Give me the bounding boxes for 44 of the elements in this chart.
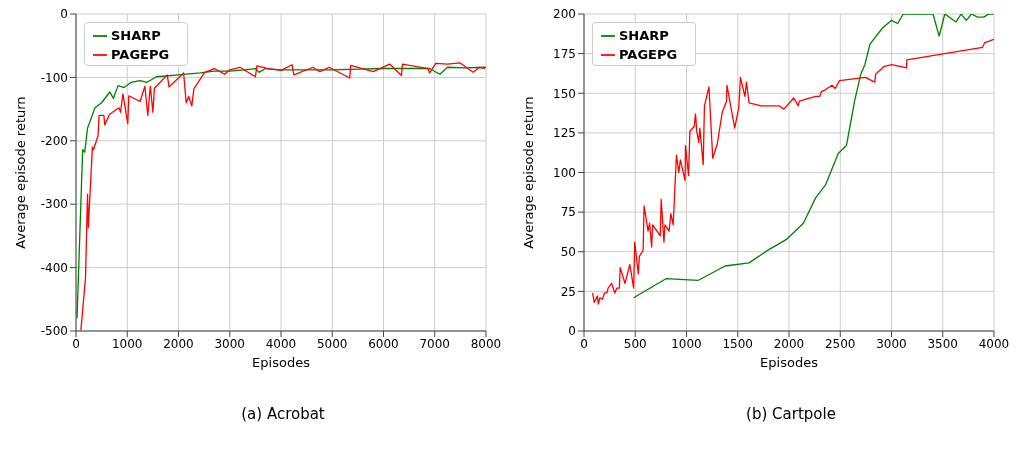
x-tick-label: 1000 [671, 336, 702, 351]
x-tick-label: 2500 [824, 336, 856, 351]
x-tick-label: 0 [72, 336, 80, 351]
x-tick-label: 3000 [214, 336, 246, 351]
x-tick-label: 8000 [470, 336, 502, 351]
x-tick-label: 1000 [111, 336, 143, 351]
x-tick-label: 4000 [265, 336, 297, 351]
x-axis-title: Episodes [760, 355, 819, 370]
x-tick-label: 500 [623, 336, 647, 351]
y-tick-label: -200 [40, 134, 68, 149]
y-tick-label: 175 [553, 46, 576, 61]
y-tick-label: -500 [40, 324, 68, 339]
x-tick-label: 2000 [163, 336, 194, 351]
legend-label: SHARP [619, 28, 669, 43]
y-tick-label: 100 [553, 165, 576, 180]
x-axis-title: Episodes [252, 355, 311, 370]
y-tick-label: -400 [40, 260, 68, 275]
x-tick-label: 5000 [316, 336, 348, 351]
x-tick-label: 7000 [419, 336, 451, 351]
line-series [591, 38, 994, 305]
y-tick-label: 0 [60, 7, 68, 22]
x-tick-label: 0 [580, 336, 588, 351]
legend-label: PAGEPG [111, 47, 170, 62]
y-axis-title: Average episode return [12, 96, 28, 249]
y-tick-label: 75 [560, 205, 576, 220]
y-tick-label: 25 [560, 284, 576, 299]
legend-label: PAGEPG [619, 47, 678, 62]
y-tick-label: -100 [40, 70, 68, 85]
y-tick-label: 125 [553, 126, 576, 141]
x-tick-label: 3500 [927, 336, 959, 351]
x-tick-label: 4000 [978, 336, 1010, 351]
x-tick-label: 1500 [722, 336, 754, 351]
text: (b) Cartpole [745, 405, 837, 423]
y-tick-label: 150 [553, 86, 576, 101]
x-tick-label: 6000 [368, 336, 399, 351]
x-tick-label: 2000 [773, 336, 805, 351]
x-tick-label: 3000 [876, 336, 907, 351]
y-tick-label: -300 [40, 197, 68, 212]
legend-label: SHARP [111, 28, 161, 43]
y-tick-label: 200 [553, 7, 576, 22]
text: (a) Acrobat [240, 405, 326, 423]
y-tick-label: 50 [560, 245, 576, 260]
y-tick-label: 0 [568, 324, 576, 339]
y-axis-title: Average episode return [520, 96, 536, 249]
